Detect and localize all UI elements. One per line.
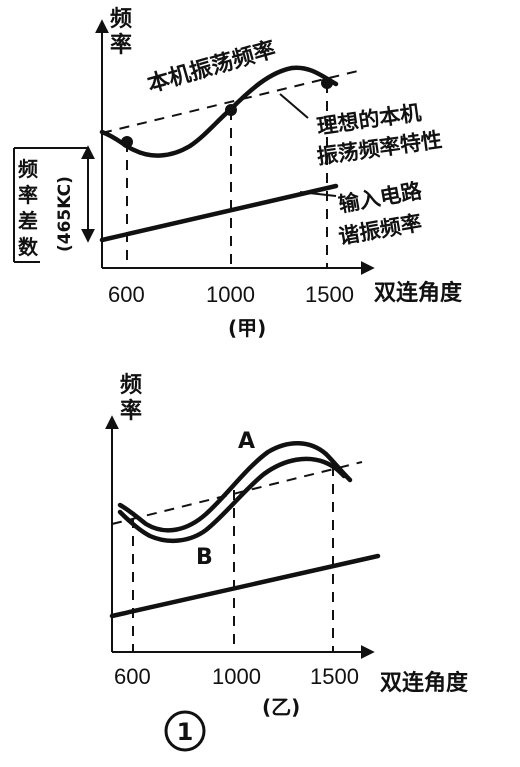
panel-a-diff-value: (465KC): [55, 176, 75, 252]
panel-a-tick-1000: 1000: [206, 282, 255, 307]
panel-a-tick-1500: 1500: [305, 282, 354, 307]
panel-b-curve-a: [117, 441, 353, 533]
panel-b-tick-1000: 1000: [212, 664, 261, 689]
panel-a-input-line: [99, 183, 339, 243]
panel-a-caption: (甲): [228, 316, 266, 340]
panel-b-caption: (乙): [262, 695, 300, 719]
panel-b-tick-600: 600: [114, 664, 151, 689]
panel-b-x-axis-label: 双连角度: [380, 670, 469, 696]
figure-number: 1: [177, 718, 194, 746]
panel-a-tick-600: 600: [108, 282, 145, 307]
panel-a-label-local-osc: 本机振荡频率: [144, 36, 278, 97]
panel-a-label-input-2: 谐振频率: [337, 211, 424, 249]
panel-a-diff-char4: 数: [18, 235, 39, 259]
panel-b-tick-1500: 1500: [310, 664, 359, 689]
panel-b-curve-a-label: A: [238, 429, 255, 454]
panel-a-diff-char2: 率: [18, 183, 38, 207]
panel-a-leader-input: [299, 191, 337, 197]
panel-b-curve-b: [117, 456, 347, 544]
panel-b-curve-b-label: B: [196, 545, 213, 570]
panel-b: 频 频率 率 A B 600 1000 1500 双连角度 (乙) 1: [105, 373, 469, 752]
panel-a: 频 频率 率 600 1000 1500 双连角度 (甲) 本机振荡频率 理想的…: [13, 7, 463, 340]
panel-b-input-line: [109, 553, 381, 619]
panel-a-y-axis-label-char2: 率: [110, 32, 132, 58]
figure-number-circle: [164, 710, 206, 752]
panel-a-local-osc-curve: [99, 65, 339, 158]
panel-a-diff-char1: 频: [18, 157, 38, 181]
panel-a-ideal-line: [101, 69, 363, 134]
panel-b-ideal-line: [111, 461, 363, 525]
panel-a-x-axis-label: 双连角度: [374, 280, 463, 306]
panel-a-y-axis-label-char1: 频: [110, 7, 132, 32]
panel-b-y-axis-label-1: 频: [120, 373, 142, 398]
panel-b-y-axis-label-2: 率: [120, 398, 142, 424]
panel-a-diff-char3: 差: [18, 209, 38, 233]
panel-a-leader-ideal: [279, 93, 309, 119]
